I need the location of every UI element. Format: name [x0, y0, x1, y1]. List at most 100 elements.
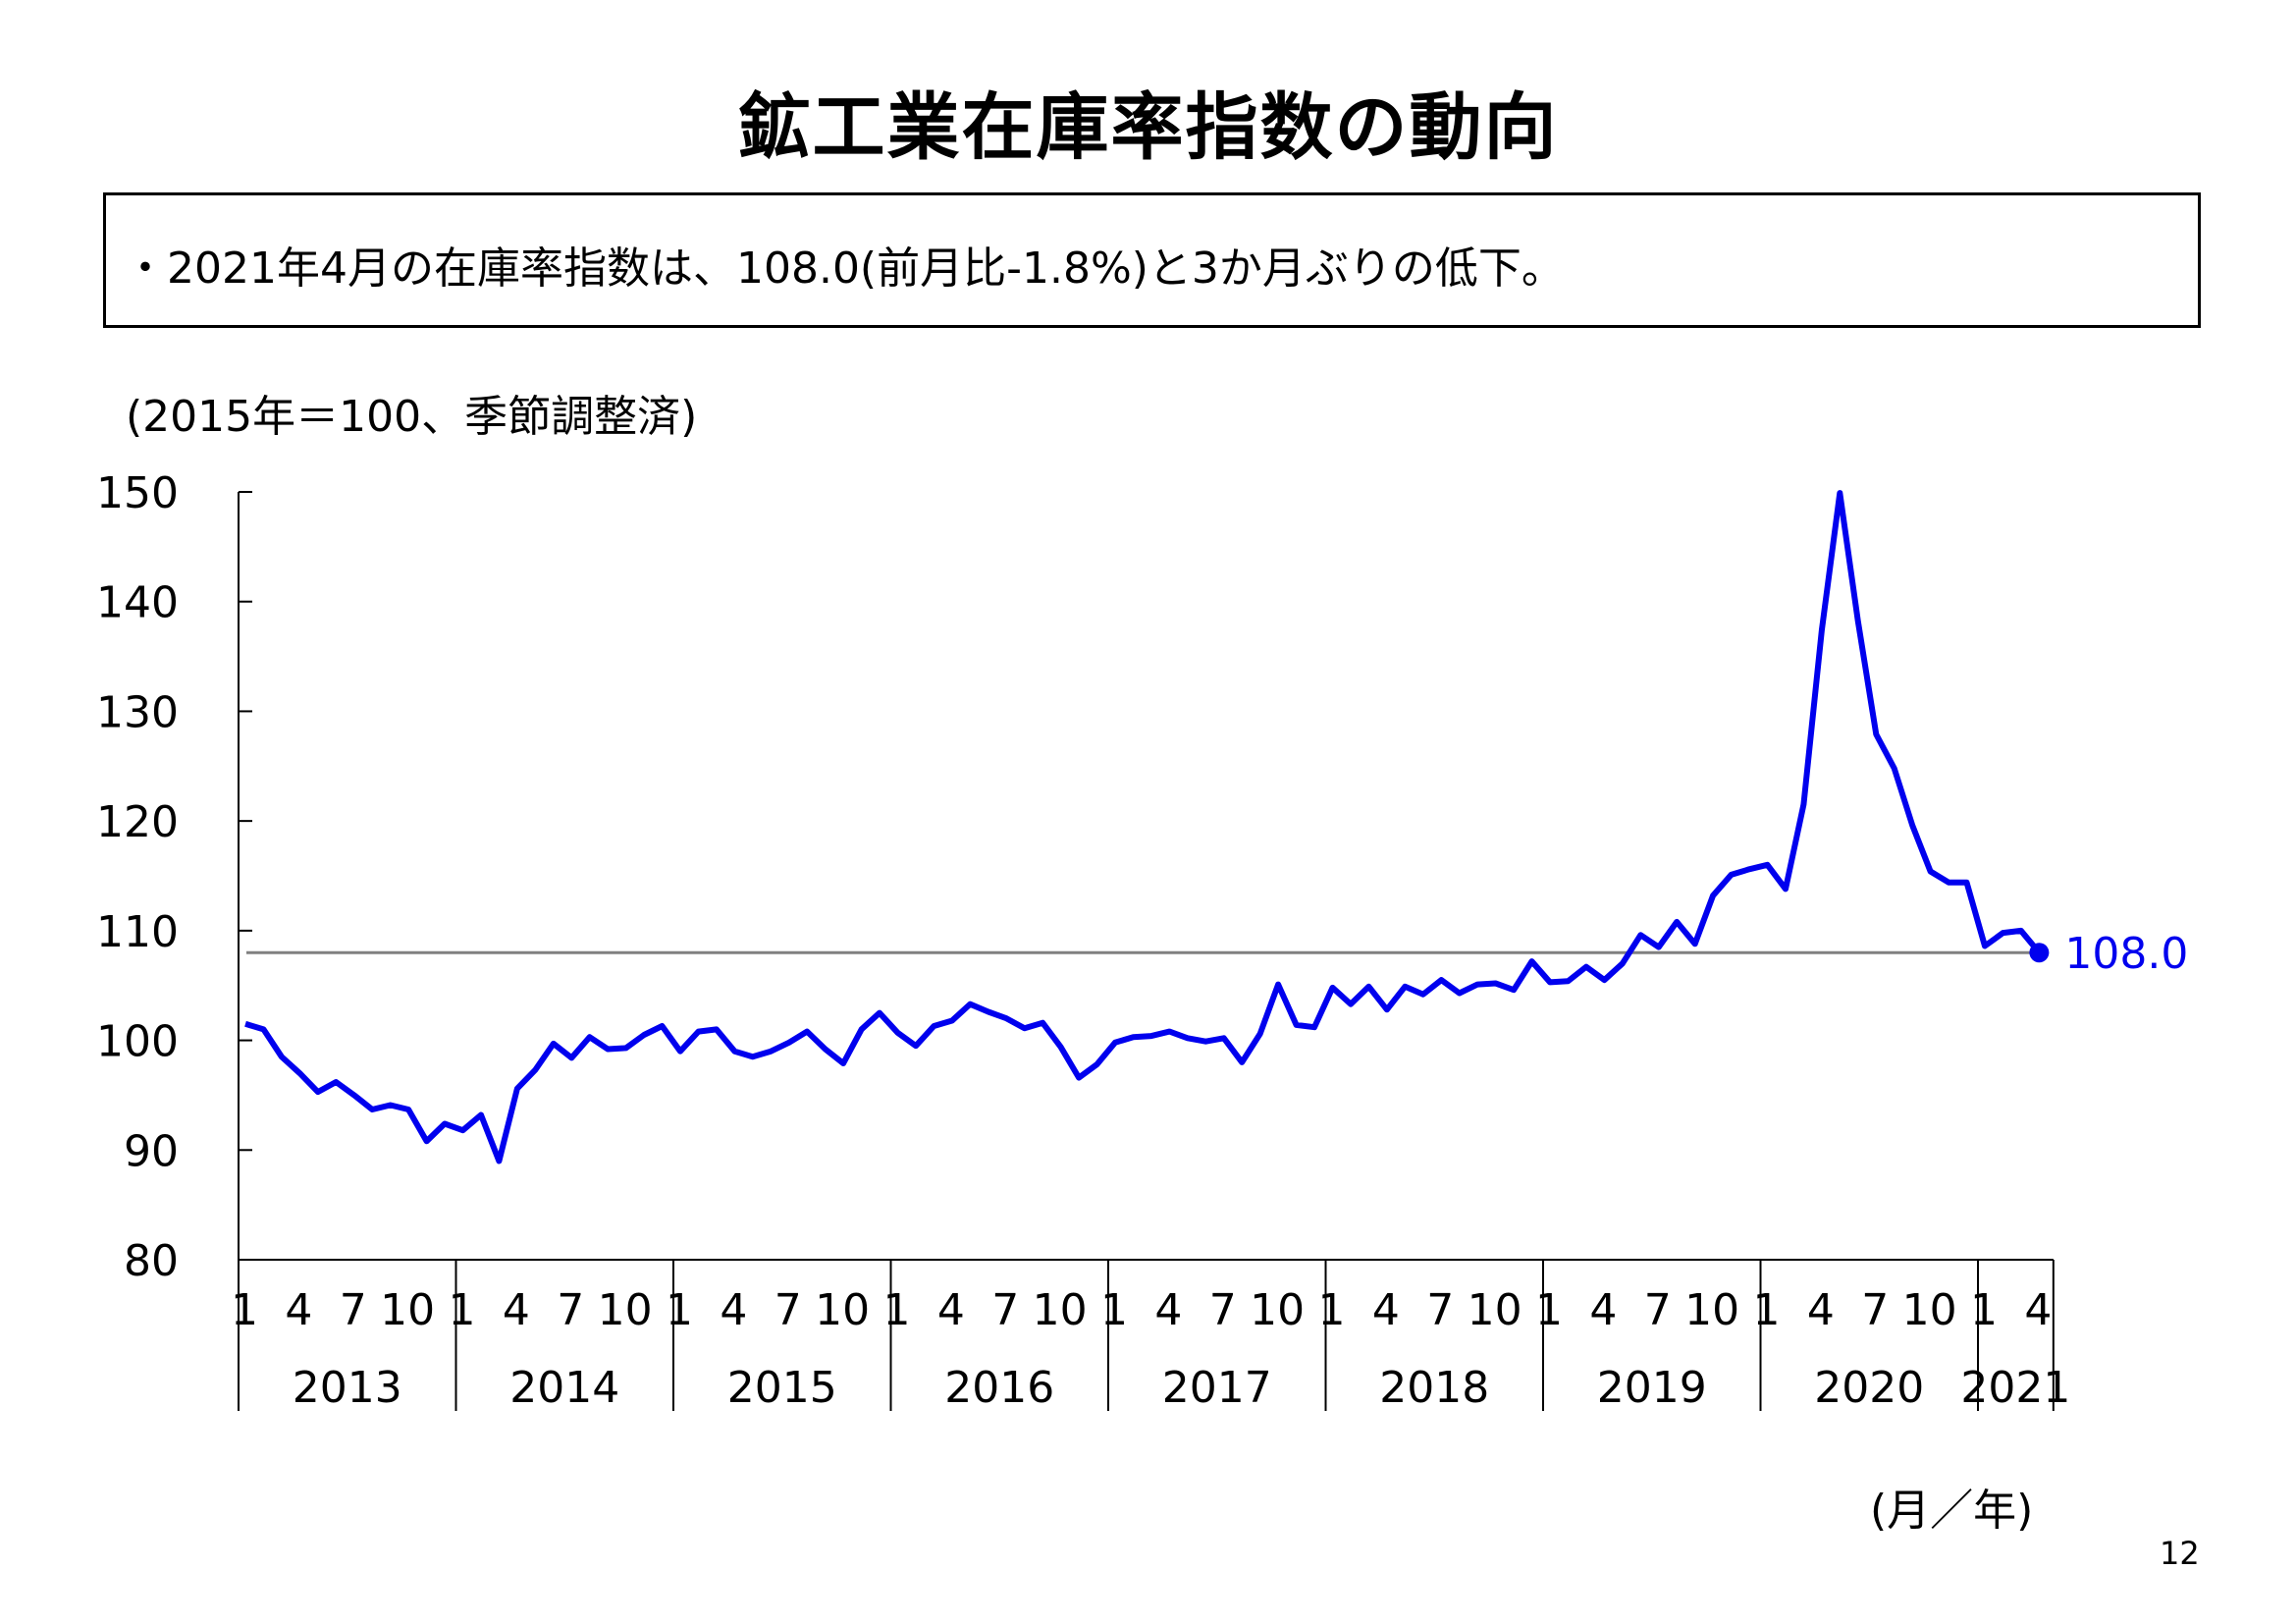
month-tick-label: 10	[1468, 1285, 1522, 1335]
month-tick-label: 4	[1589, 1285, 1617, 1335]
data-point	[296, 1070, 302, 1076]
year-label: 2017	[1162, 1363, 1272, 1413]
data-point	[623, 1045, 629, 1051]
y-tick-label: 120	[96, 797, 179, 847]
data-point	[1583, 964, 1589, 970]
month-tick-label: 7	[774, 1285, 802, 1335]
data-point	[1529, 958, 1535, 964]
year-label: 2018	[1379, 1363, 1489, 1413]
year-label: 2015	[727, 1363, 837, 1413]
data-point	[1003, 1015, 1009, 1021]
data-point	[1348, 1001, 1354, 1007]
data-point	[460, 1127, 466, 1133]
month-tick-label: 1	[1535, 1285, 1563, 1335]
data-point	[514, 1086, 520, 1092]
month-tick-label: 1	[231, 1285, 258, 1335]
data-point	[1837, 490, 1842, 496]
month-tick-label: 4	[2024, 1285, 2052, 1335]
data-point	[1402, 984, 1408, 990]
data-point	[840, 1060, 846, 1066]
end-marker	[2029, 943, 2050, 963]
data-point	[1221, 1035, 1227, 1041]
data-point	[714, 1026, 720, 1032]
month-tick-label: 4	[720, 1285, 747, 1335]
data-point	[1909, 823, 1915, 829]
data-point	[1257, 1031, 1263, 1037]
data-point	[1330, 985, 1336, 991]
month-tick-label: 10	[1033, 1285, 1088, 1335]
data-point	[1946, 880, 1951, 886]
data-point	[1674, 919, 1680, 925]
data-point	[333, 1079, 339, 1085]
data-point	[1384, 1006, 1390, 1012]
data-point	[1819, 627, 1825, 633]
page-title: 鉱工業在庫率指数の動向	[737, 85, 1559, 170]
year-label: 2019	[1597, 1363, 1707, 1413]
data-point	[1185, 1035, 1191, 1041]
data-point	[351, 1092, 357, 1098]
data-point	[1620, 960, 1626, 966]
data-point	[1601, 977, 1607, 983]
y-tick-label: 80	[124, 1236, 179, 1286]
data-point	[605, 1047, 611, 1053]
month-tick-label: 7	[1426, 1285, 1454, 1335]
y-tick-label: 140	[96, 578, 179, 628]
month-tick-label: 7	[557, 1285, 584, 1335]
data-point	[260, 1026, 266, 1032]
y-tick-label: 90	[124, 1126, 179, 1176]
year-label: 2020	[1814, 1363, 1924, 1413]
data-point	[913, 1043, 919, 1049]
month-tick-label: 4	[285, 1285, 312, 1335]
unit-note: (2015年＝100、季節調整済)	[126, 392, 698, 442]
data-point	[1166, 1029, 1172, 1035]
data-point	[1710, 893, 1716, 898]
data-point	[1855, 619, 1861, 624]
month-tick-label: 1	[1970, 1285, 1998, 1335]
data-point	[660, 1023, 666, 1029]
month-tick-label: 7	[1861, 1285, 1889, 1335]
data-point	[478, 1112, 484, 1118]
data-point	[1547, 979, 1553, 985]
data-point	[1800, 801, 1806, 807]
end-label: 108.0	[2064, 929, 2188, 979]
data-point	[279, 1054, 285, 1059]
data-point	[551, 1041, 557, 1047]
data-point	[1420, 992, 1426, 998]
data-point	[1022, 1025, 1028, 1031]
data-points	[242, 490, 2042, 1164]
year-label: 2021	[1960, 1363, 2070, 1413]
data-point	[1130, 1034, 1136, 1040]
data-point	[1311, 1024, 1317, 1030]
data-point	[405, 1107, 411, 1112]
month-tick-label: 4	[1154, 1285, 1182, 1335]
data-point	[1076, 1075, 1082, 1081]
data-point	[532, 1067, 538, 1073]
data-point	[1148, 1033, 1154, 1039]
data-point	[2018, 928, 2024, 934]
data-point	[1656, 945, 1662, 950]
data-point	[949, 1017, 955, 1023]
data-point	[1729, 872, 1735, 878]
month-tick-label: 7	[340, 1285, 367, 1335]
month-tick-label: 1	[883, 1285, 911, 1335]
data-point	[442, 1120, 448, 1126]
month-tick-label: 4	[1807, 1285, 1835, 1335]
data-point	[1928, 869, 1934, 875]
data-point	[1457, 991, 1463, 997]
month-tick-label: 4	[503, 1285, 530, 1335]
data-point	[1365, 984, 1371, 990]
y-tick-label: 100	[96, 1017, 179, 1067]
month-tick-label: 1	[449, 1285, 476, 1335]
y-tick-label: 130	[96, 687, 179, 737]
data-point	[587, 1034, 593, 1040]
data-point	[768, 1049, 774, 1055]
month-tick-label: 10	[815, 1285, 870, 1335]
month-tick-label: 10	[1902, 1285, 1957, 1335]
month-tick-label: 7	[991, 1285, 1019, 1335]
y-axis: 150 140 130 120 110 100 90 80	[96, 468, 252, 1286]
data-point	[931, 1023, 936, 1029]
data-point	[895, 1030, 901, 1036]
data-point	[1493, 980, 1499, 986]
year-label: 2016	[944, 1363, 1054, 1413]
